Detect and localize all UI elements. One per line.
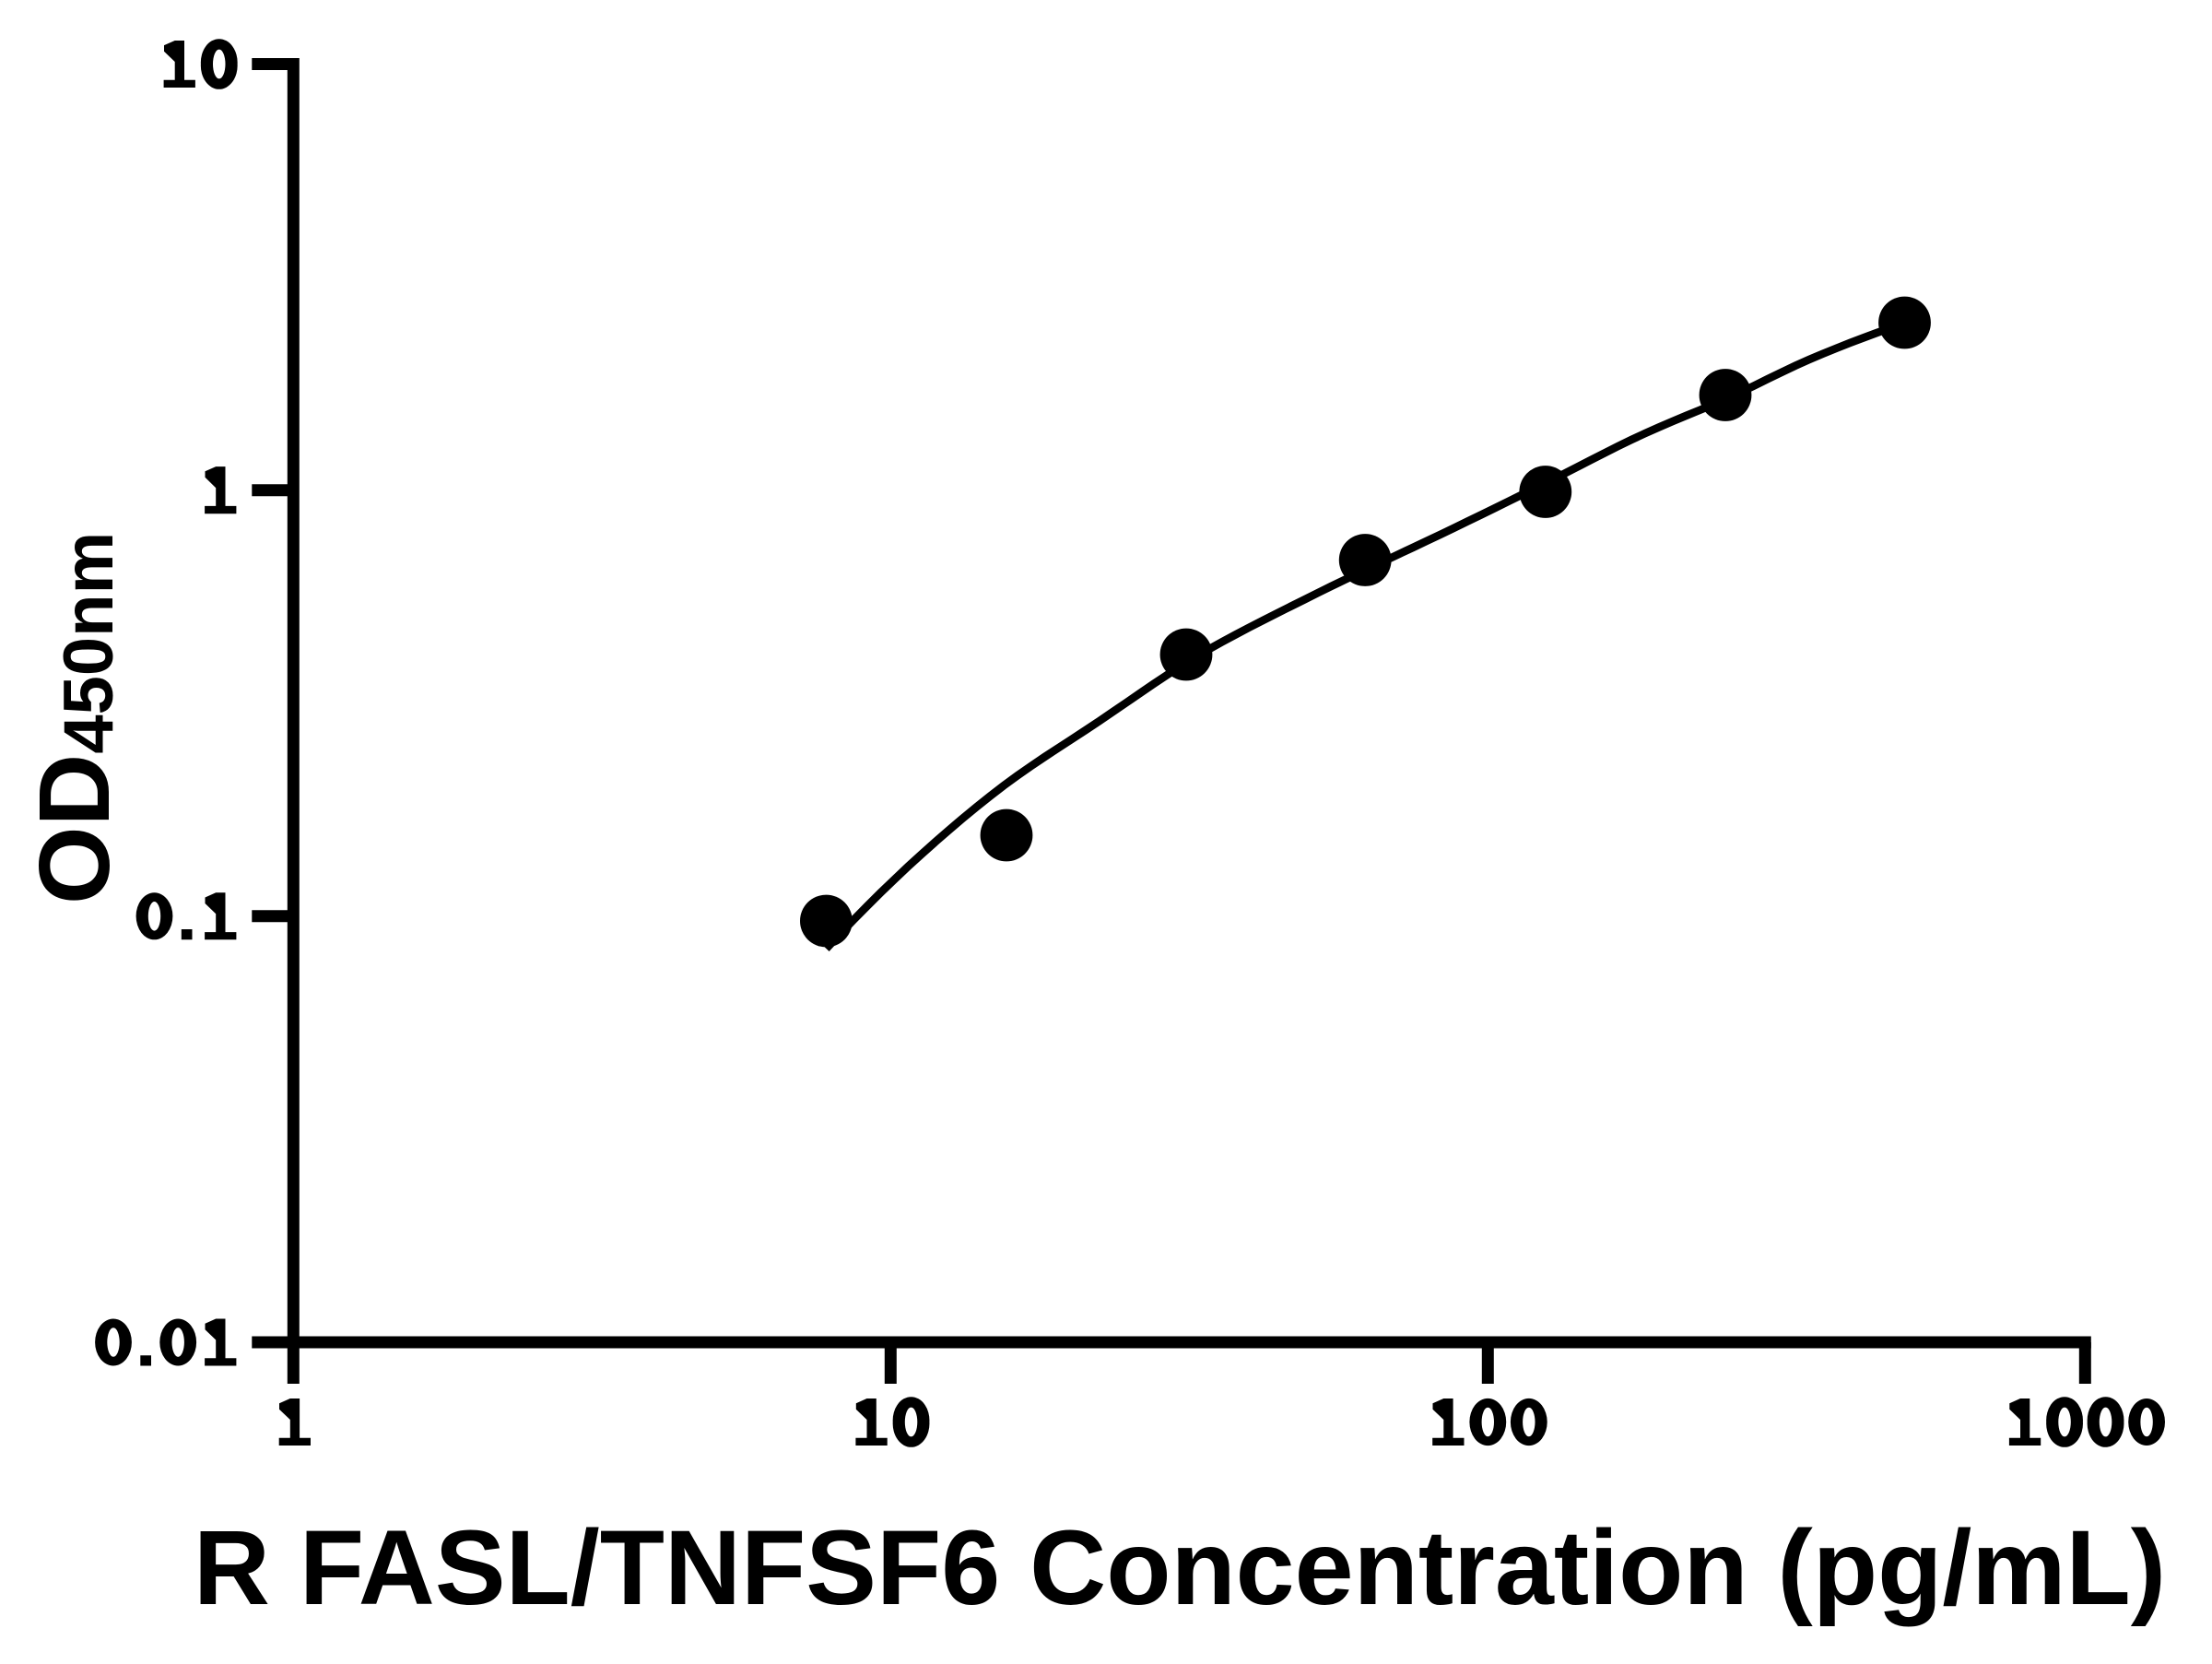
svg-text:R FASL/TNFSF6 Concentration (p: R FASL/TNFSF6 Concentration (pg/mL)	[194, 1509, 2166, 1627]
